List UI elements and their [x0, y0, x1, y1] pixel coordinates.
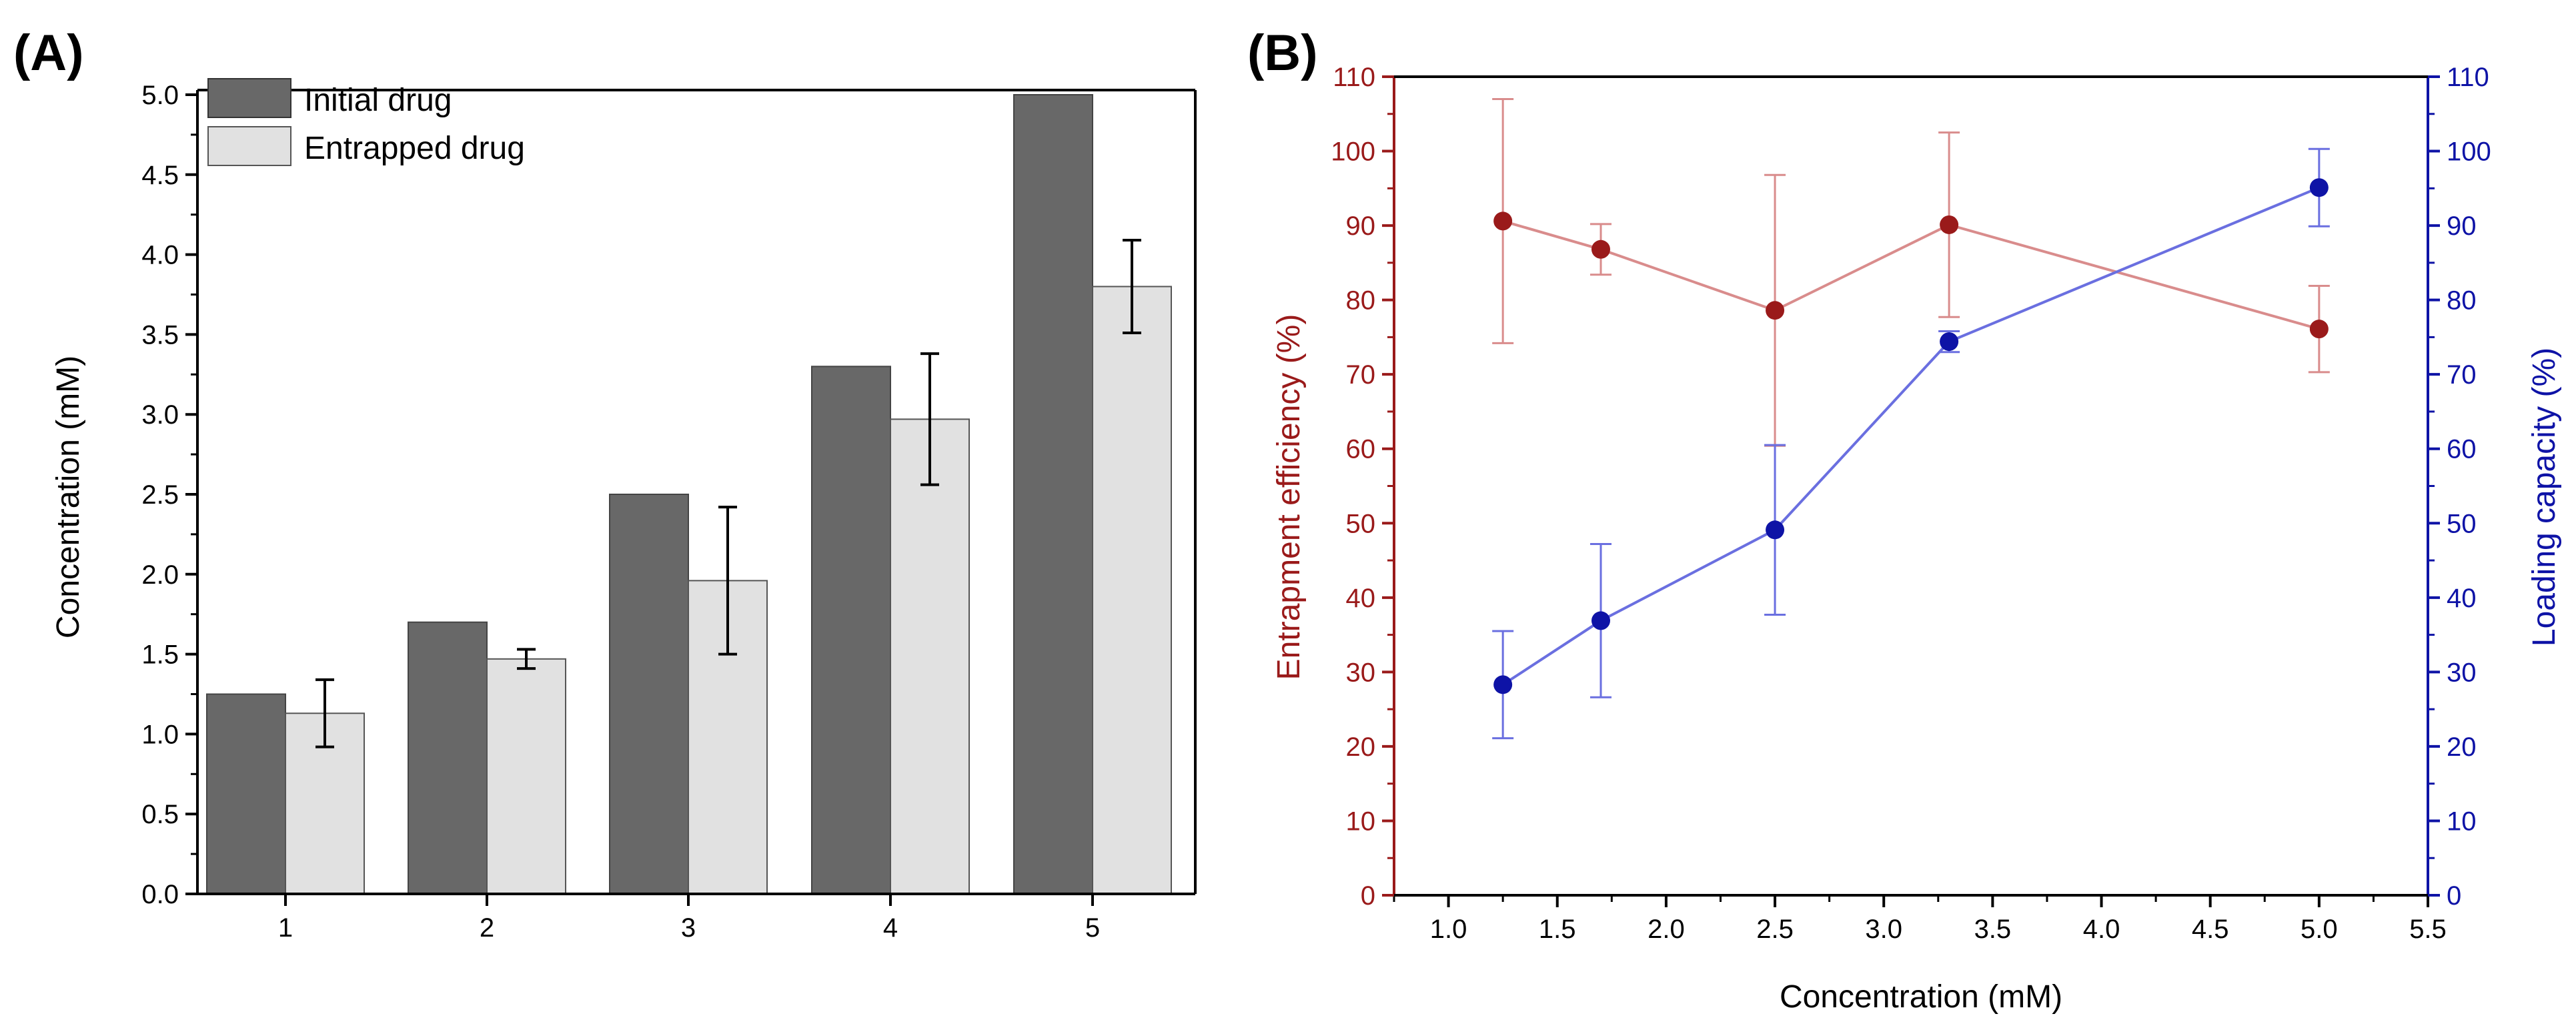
y-tick-label-right-b-3: 30: [2447, 658, 2477, 687]
y-tick-label-a-6: 3.0: [141, 400, 179, 430]
y-tick-label-right-b-11: 110: [2447, 63, 2489, 92]
y-tick-label-right-b-4: 40: [2447, 584, 2477, 613]
point-efficiency-1: [1591, 239, 1610, 259]
bars-a: [206, 94, 1172, 895]
x-tick-label-b-3: 2.5: [1756, 915, 1794, 944]
series-b: [1492, 97, 2330, 740]
y-tick-label-right-b-1: 10: [2447, 807, 2477, 836]
x-tick-label-b-7: 4.5: [2192, 915, 2229, 944]
panel-label-a: (A): [13, 25, 84, 81]
bar-initial-3: [609, 494, 689, 895]
point-efficiency-4: [2309, 320, 2329, 339]
y-tick-label-left-b-5: 50: [1346, 509, 1376, 538]
point-loading-1: [1591, 611, 1610, 630]
y-tick-label-left-b-11: 110: [1333, 63, 1375, 92]
legend-swatch-initial: [207, 78, 291, 118]
point-loading-3: [1940, 332, 1959, 352]
y-tick-label-a-0: 0.0: [141, 880, 179, 909]
y-tick-label-a-5: 2.5: [141, 480, 179, 510]
line-chart-panel-b: (B) Entrapment efficiency (%) Loading ca…: [1247, 25, 2562, 1015]
x-tick-label-a-5: 5: [1085, 913, 1100, 943]
y-tick-label-left-b-4: 40: [1346, 584, 1376, 613]
bar-initial-5: [1013, 94, 1093, 895]
y-tick-label-right-b-2: 20: [2447, 732, 2477, 762]
x-tick-label-a-3: 3: [681, 913, 696, 943]
legend-label-entrapped: Entrapped drug: [304, 131, 525, 166]
legend-label-initial: Initial drug: [304, 83, 452, 118]
x-tick-label-b-8: 5.0: [2301, 915, 2338, 944]
y-tick-label-right-b-0: 0: [2447, 881, 2461, 911]
point-efficiency-3: [1940, 215, 1959, 234]
x-tick-label-a-2: 2: [480, 913, 494, 943]
x-tick-label-b-6: 4.0: [2083, 915, 2120, 944]
y-tick-label-left-b-10: 100: [1331, 137, 1375, 167]
y-tick-label-left-b-7: 70: [1346, 360, 1376, 390]
y-tick-label-right-b-7: 70: [2447, 360, 2477, 390]
axes-a: 1 2 3 4 5 0.0 0.5 1.0 1.5 2.0 2.5 3.0 3.5 4.0 4.5 5.0: [141, 81, 1197, 943]
y-tick-label-a-7: 3.5: [141, 320, 179, 350]
x-tick-label-b-4: 3.0: [1865, 915, 1902, 944]
bar-initial-4: [811, 366, 891, 895]
point-loading-4: [2309, 178, 2329, 197]
bar-entrapped-4: [890, 418, 970, 895]
point-efficiency-2: [1766, 301, 1785, 320]
y-tick-label-a-8: 4.0: [141, 241, 179, 270]
y-tick-label-a-3: 1.5: [141, 640, 179, 670]
point-efficiency-0: [1493, 211, 1513, 231]
x-tick-label-a-4: 4: [883, 913, 898, 943]
bar-initial-1: [206, 693, 286, 895]
y-tick-label-right-b-5: 50: [2447, 509, 2477, 538]
x-tick-label-b-5: 3.5: [1974, 915, 2012, 944]
y-tick-label-left-b-0: 0: [1361, 881, 1375, 911]
y-tick-label-a-4: 2.0: [141, 560, 179, 590]
y-axis-title-right-b: Loading capacity (%): [2527, 348, 2562, 646]
x-tick-label-b-9: 5.5: [2409, 915, 2447, 944]
y-tick-label-right-b-10: 100: [2447, 137, 2491, 167]
bar-entrapped-2: [486, 658, 566, 895]
y-tick-label-a-10: 5.0: [141, 81, 179, 110]
y-axis-title-a: Concentration (mM): [51, 356, 86, 638]
legend-swatch-entrapped: [207, 126, 291, 166]
legend-a: Initial drug Entrapped drug: [207, 78, 525, 166]
x-tick-label-b-1: 1.5: [1539, 915, 1576, 944]
y-tick-label-right-b-9: 90: [2447, 211, 2477, 241]
x-axis-title-b: Concentration (mM): [1780, 979, 2062, 1015]
series-line-loading: [1502, 186, 2320, 686]
y-tick-label-left-b-2: 20: [1346, 732, 1376, 762]
bar-entrapped-5: [1092, 286, 1172, 895]
y-tick-label-left-b-3: 30: [1346, 658, 1376, 687]
y-tick-label-left-b-6: 60: [1346, 435, 1376, 464]
error-bars-a: [315, 239, 1141, 748]
y-tick-label-right-b-8: 80: [2447, 286, 2477, 316]
y-axis-title-left-b: Entrapment efficiency (%): [1271, 314, 1307, 680]
point-loading-0: [1493, 675, 1513, 694]
bar-initial-2: [408, 621, 488, 895]
y-tick-label-left-b-9: 90: [1346, 211, 1376, 241]
x-tick-label-b-0: 1.0: [1430, 915, 1467, 944]
y-tick-label-a-2: 1.0: [141, 720, 179, 749]
point-loading-2: [1766, 520, 1785, 540]
x-tick-label-b-2: 2.0: [1648, 915, 1685, 944]
y-tick-label-right-b-6: 60: [2447, 435, 2477, 464]
y-tick-label-a-1: 0.5: [141, 800, 179, 829]
y-tick-label-left-b-1: 10: [1346, 807, 1376, 836]
panel-label-b: (B): [1247, 25, 1318, 81]
x-tick-label-a-1: 1: [278, 913, 293, 943]
y-tick-label-a-9: 4.5: [141, 161, 179, 190]
bar-chart-panel-a: (A) Concentration (mM) 1 2 3 4 5 0.0 0.5 1.0 1.5…: [13, 25, 1197, 943]
y-tick-label-left-b-8: 80: [1346, 286, 1376, 316]
